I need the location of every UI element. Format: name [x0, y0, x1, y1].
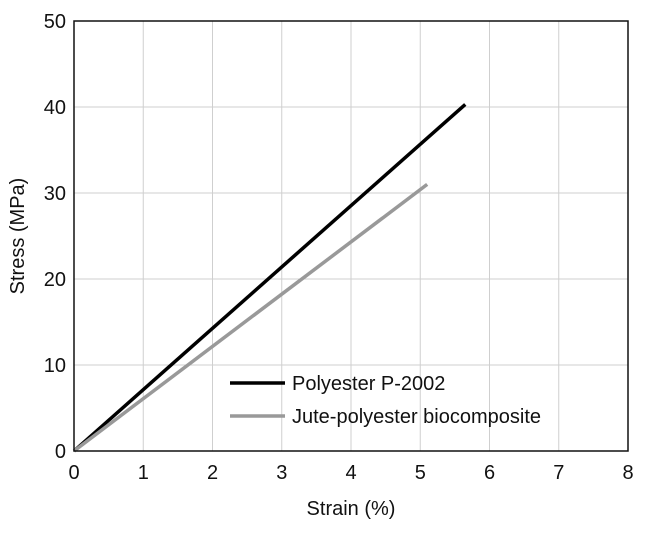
x-tick-label-1: 1 [138, 462, 149, 484]
y-tick-label-2: 20 [44, 269, 66, 291]
series-line-1 [72, 183, 429, 453]
y-tick-label-1: 10 [44, 355, 66, 377]
y-tick-labels: 0 10 20 30 40 50 [44, 11, 66, 463]
legend-label-polyester: Polyester P-2002 [292, 373, 445, 395]
grid-lines [73, 20, 629, 452]
series-line-0 [72, 103, 467, 453]
x-axis-title: Strain (%) [307, 498, 396, 520]
x-tick-label-6: 6 [484, 462, 495, 484]
y-tick-label-0: 0 [55, 441, 66, 463]
y-axis-title: Stress (MPa) [7, 178, 29, 295]
plot-frame [73, 20, 629, 452]
legend-label-jute-biocomposite: Jute-polyester biocomposite [292, 406, 541, 428]
y-tick-label-3: 30 [44, 183, 66, 205]
x-tick-label-7: 7 [553, 462, 564, 484]
y-tick-label-4: 40 [44, 97, 66, 119]
x-tick-label-0: 0 [68, 462, 79, 484]
x-tick-label-5: 5 [415, 462, 426, 484]
series-lines [72, 103, 467, 453]
x-tick-label-3: 3 [276, 462, 287, 484]
x-tick-labels: 0 1 2 3 4 5 6 7 8 [68, 462, 633, 484]
x-tick-label-2: 2 [207, 462, 218, 484]
x-tick-label-4: 4 [345, 462, 356, 484]
legend: Polyester P-2002 Jute-polyester biocompo… [230, 373, 541, 428]
y-tick-label-5: 50 [44, 11, 66, 33]
x-tick-label-8: 8 [622, 462, 633, 484]
